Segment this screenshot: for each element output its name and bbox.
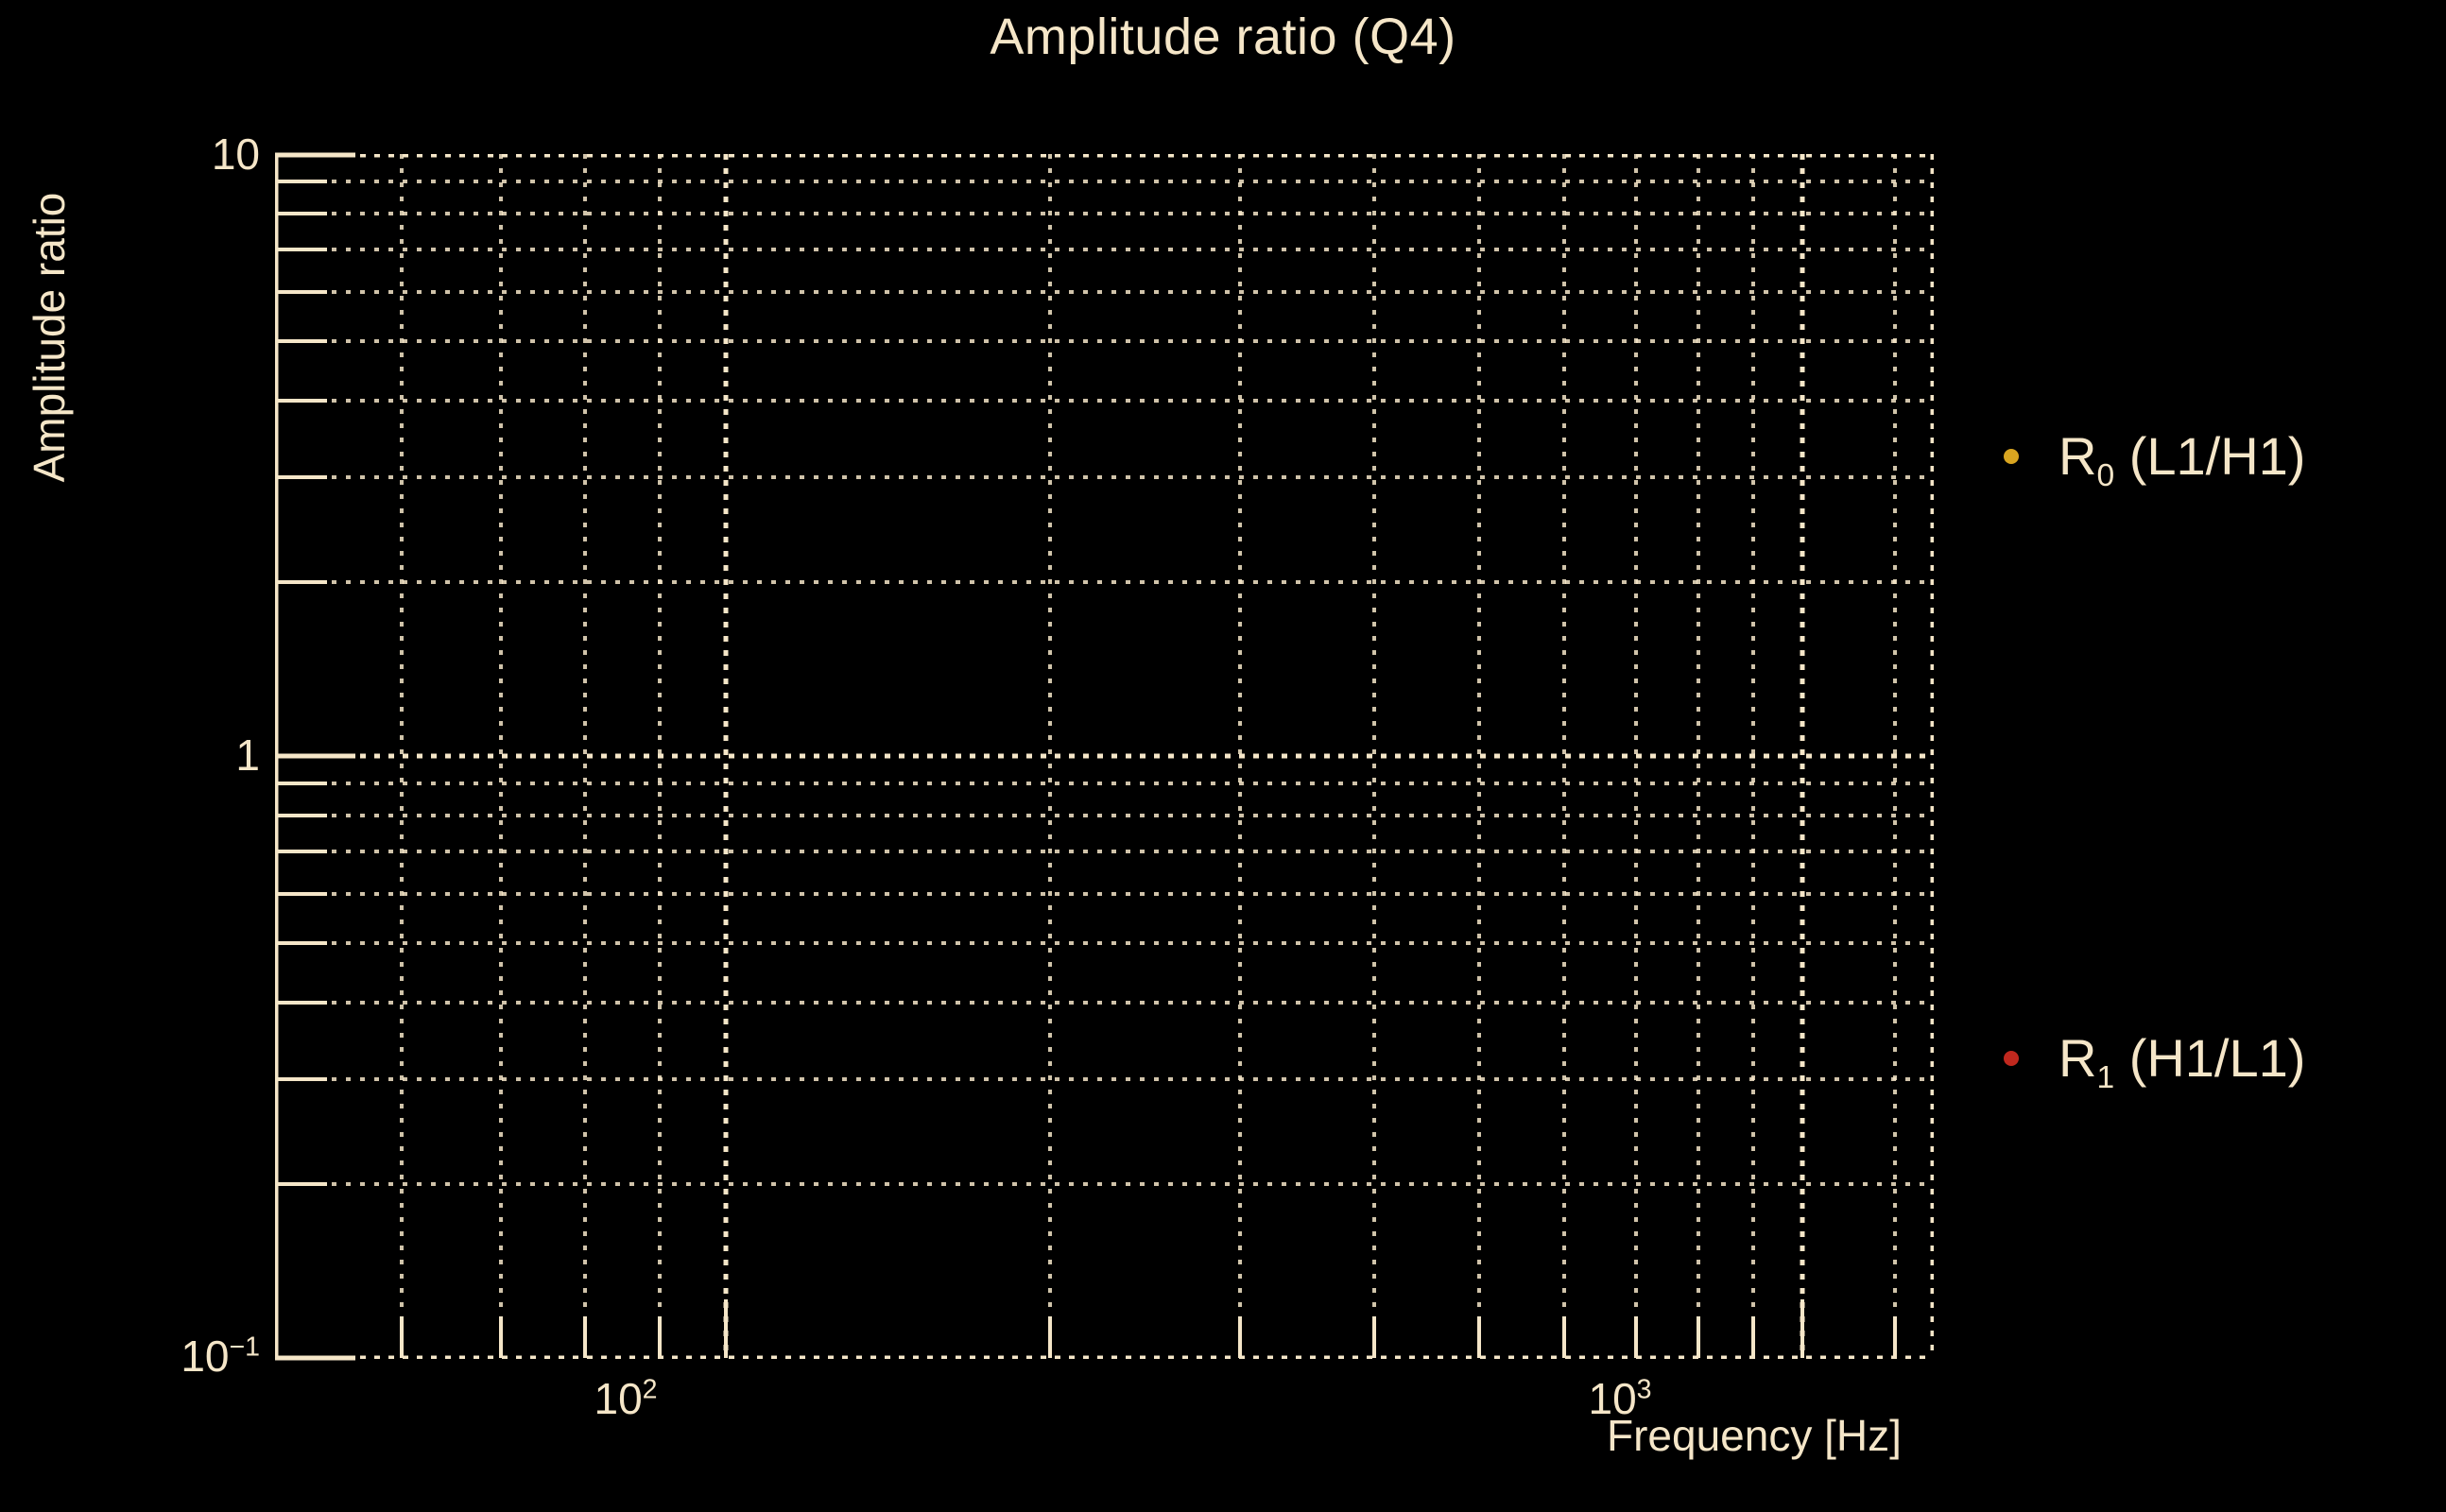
legend: R0 (L1/H1) R1 (H1/L1) [1985, 0, 2446, 1512]
y-tick-labels: 10 1 10−1 [57, 0, 260, 1512]
y-tick-10: 10 [211, 129, 260, 179]
legend-label-r0: R0 (L1/H1) [2058, 426, 2306, 494]
legend-entry-r1[interactable]: R1 (H1/L1) [2004, 1028, 2306, 1096]
legend-marker-r0-icon [2004, 449, 2019, 464]
page-title: Amplitude ratio (Q4) [990, 9, 1456, 65]
x-tick-1000: 103 [1588, 1374, 1652, 1423]
y-tick-0.1: 10−1 [181, 1332, 260, 1381]
y-axis-title: Amplitude ratio [25, 192, 74, 483]
legend-marker-r1-icon [2004, 1051, 2019, 1066]
y-tick-1: 1 [235, 730, 260, 780]
x-axis-title: Frequency [Hz] [1607, 1411, 1902, 1460]
legend-entry-r0[interactable]: R0 (L1/H1) [2004, 426, 2306, 494]
x-tick-100: 102 [594, 1374, 658, 1423]
legend-label-r1: R1 (H1/L1) [2058, 1028, 2306, 1096]
